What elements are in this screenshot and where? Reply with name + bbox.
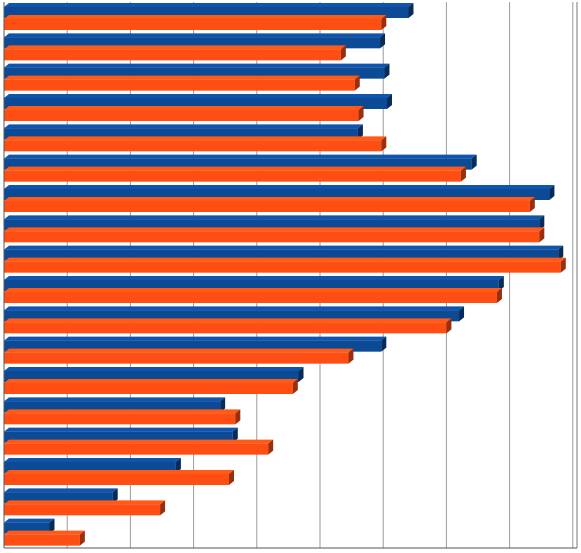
bar-series1-row14 bbox=[4, 397, 226, 413]
bar-series2-row14 bbox=[4, 409, 241, 425]
bar-series1-row7 bbox=[4, 185, 555, 200]
bar-series1-row11 bbox=[4, 306, 465, 322]
bar-series1-row1 bbox=[4, 3, 414, 18]
bar-series2-row4 bbox=[4, 106, 364, 121]
bar-series1-row4 bbox=[4, 94, 392, 109]
bar-series1-row3 bbox=[4, 63, 390, 79]
bar-series2-row1 bbox=[4, 15, 387, 30]
bar-series2-row2 bbox=[4, 45, 346, 61]
bar-series2-row12 bbox=[4, 348, 354, 364]
bar-series1-row2 bbox=[4, 33, 386, 49]
bar-series2-row3 bbox=[4, 75, 360, 91]
bar-series2-row8 bbox=[4, 227, 545, 243]
bars bbox=[4, 3, 566, 546]
bar-series1-row6 bbox=[4, 154, 477, 170]
bar-series2-row10 bbox=[4, 288, 502, 303]
bar-series1-row12 bbox=[4, 336, 387, 352]
bar-series2-row13 bbox=[4, 379, 298, 394]
bar-series1-row17 bbox=[4, 488, 118, 504]
bar-series2-row5 bbox=[4, 136, 387, 152]
bar-series1-row16 bbox=[4, 458, 181, 473]
bar-series2-row11 bbox=[4, 318, 452, 334]
bar-series2-row9 bbox=[4, 257, 566, 273]
bar-series1-row8 bbox=[4, 215, 545, 231]
bar-series2-row18 bbox=[4, 530, 85, 546]
gridlines bbox=[66, 2, 574, 548]
bar-series2-row7 bbox=[4, 197, 535, 212]
bar-series1-row18 bbox=[4, 518, 55, 534]
bar-series1-row5 bbox=[4, 124, 363, 140]
bar-series2-row17 bbox=[4, 500, 166, 516]
bar-series1-row13 bbox=[4, 367, 304, 382]
bar-series2-row16 bbox=[4, 470, 234, 485]
bar-series2-row6 bbox=[4, 166, 466, 182]
bar-series1-row9 bbox=[4, 245, 564, 261]
plot-frame bbox=[3, 2, 578, 549]
bar-series2-row15 bbox=[4, 439, 274, 455]
bar-series1-row10 bbox=[4, 276, 504, 291]
bar-series1-row15 bbox=[4, 427, 238, 443]
